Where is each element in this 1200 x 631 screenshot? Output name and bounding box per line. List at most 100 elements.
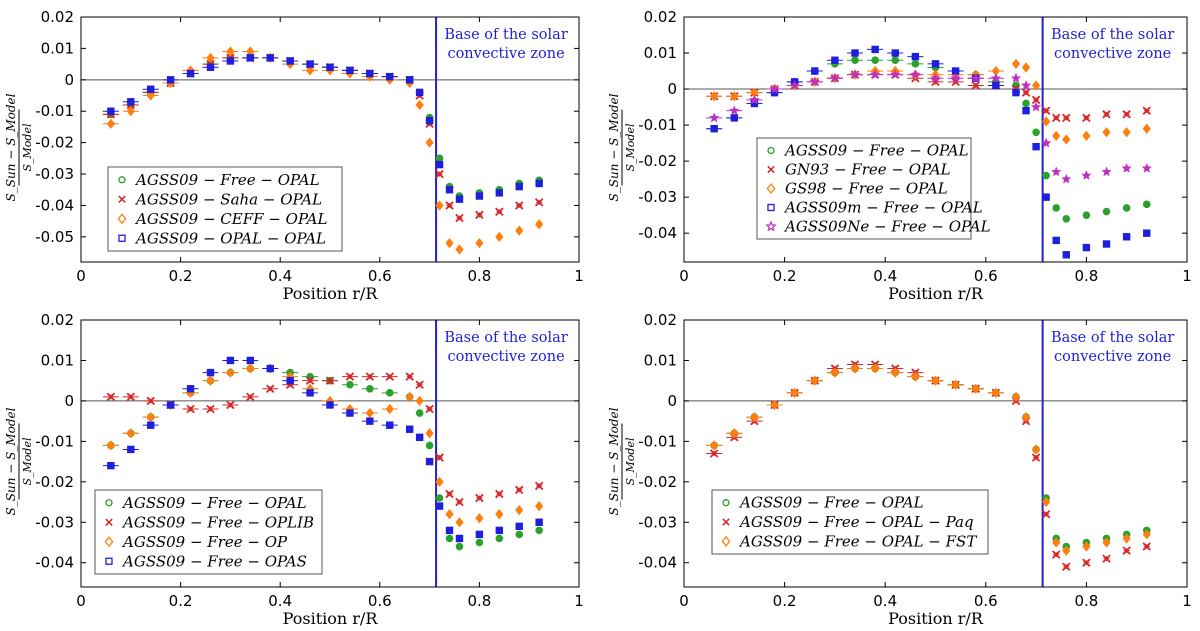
bcz-annotation-line2: convective zone — [447, 46, 564, 62]
legend-label: AGSS09Ne − Free − OPAL — [783, 218, 991, 236]
data-point — [1062, 251, 1070, 259]
data-point — [415, 433, 424, 442]
data-point — [405, 76, 414, 84]
data-point — [346, 380, 354, 389]
data-point — [1010, 72, 1022, 83]
data-point — [1102, 240, 1111, 248]
data-point — [1051, 113, 1061, 123]
y-axis-label-numerator: S_Sun − S_Model — [607, 93, 621, 201]
legend-label: AGSS09 − Free − OPAL — [134, 171, 320, 189]
data-point — [106, 118, 115, 129]
data-point — [730, 91, 739, 102]
data-point — [435, 502, 444, 510]
plot-frame — [80, 319, 580, 588]
y-axis-label-numerator: S_Sun − S_Model — [4, 407, 18, 515]
data-point — [1082, 541, 1091, 552]
data-point — [1031, 453, 1041, 462]
data-point — [385, 389, 394, 397]
data-point — [535, 518, 543, 526]
data-point — [415, 380, 424, 389]
data-point — [106, 440, 115, 451]
data-point — [425, 137, 434, 148]
data-point — [415, 409, 424, 417]
plot-frame — [683, 16, 1188, 263]
data-point — [206, 368, 215, 377]
data-point — [445, 509, 454, 520]
data-point — [535, 500, 544, 512]
data-point — [365, 372, 375, 381]
x-tick-label: 0 — [76, 267, 86, 285]
data-point — [246, 54, 255, 62]
y-tick-label: -0.01 — [35, 102, 74, 120]
data-point — [1082, 243, 1091, 252]
x-axis-label: Position r/R — [888, 284, 984, 303]
y-axis-label: S_Sun − S_Model S_Model — [607, 93, 637, 201]
data-point — [206, 63, 215, 71]
data-point — [246, 392, 255, 402]
data-point — [425, 457, 434, 466]
y-tick-label: -0.04 — [638, 224, 677, 242]
legend-marker — [767, 203, 775, 212]
data-point — [1021, 88, 1031, 97]
y-tick-label: 0 — [64, 71, 74, 89]
x-tick-label: 1 — [1182, 267, 1192, 285]
legend-marker — [105, 518, 113, 526]
data-point — [206, 375, 215, 386]
data-point — [1062, 545, 1071, 556]
data-point — [871, 363, 880, 374]
data-point — [1142, 200, 1151, 209]
data-point — [515, 522, 523, 531]
data-point — [405, 425, 414, 433]
data-point — [415, 99, 424, 111]
y-tick-label: 0.02 — [41, 311, 74, 329]
x-tick-label: 0.2 — [773, 592, 797, 610]
y-tick-label: -0.04 — [35, 554, 74, 572]
data-point — [166, 401, 175, 409]
data-point — [809, 76, 820, 87]
data-point — [386, 72, 394, 81]
data-point — [146, 90, 155, 101]
data-point — [789, 80, 800, 90]
data-point — [515, 504, 524, 516]
legend-marker — [118, 176, 126, 184]
y-tick-label: -0.01 — [638, 116, 677, 134]
y-tick-label: -0.02 — [35, 134, 74, 152]
data-point — [226, 367, 235, 378]
data-point — [445, 534, 454, 543]
legend-label: AGSS09 − Free − OPAL − FST — [738, 532, 977, 550]
chart-panel-2: 0 0.2 0.4 0.6 0.8 1 0.02 0.01 0 -0.01 -0.02 -0.03 -0… — [607, 8, 1192, 303]
data-point — [366, 384, 374, 393]
data-point — [1062, 214, 1071, 223]
y-tick-label: -0.03 — [35, 513, 74, 531]
bcz-annotation-line2: convective zone — [1054, 46, 1171, 62]
data-point — [455, 517, 464, 528]
data-point — [415, 88, 424, 97]
legend-marker — [117, 213, 127, 225]
data-point — [851, 56, 859, 65]
data-point — [305, 376, 315, 385]
data-point — [950, 72, 961, 83]
data-point — [749, 94, 760, 105]
data-point — [266, 54, 274, 62]
data-point — [990, 72, 1002, 83]
data-point — [1031, 95, 1041, 105]
data-point — [385, 403, 394, 415]
data-point — [206, 52, 215, 63]
bcz-annotation-line1: Base of the solar — [444, 27, 567, 43]
legend-label: AGSS09 − Free − OPAL — [783, 142, 969, 160]
data-point — [495, 189, 504, 197]
data-point — [1061, 173, 1072, 184]
y-tick-label: -0.02 — [35, 473, 74, 491]
data-point — [1082, 113, 1091, 123]
data-point — [266, 384, 275, 394]
data-point — [435, 169, 444, 179]
data-point — [107, 107, 115, 115]
data-point — [106, 392, 116, 402]
data-point — [495, 526, 504, 535]
legend-label: AGSS09 − CEFF − OPAL — [134, 210, 327, 228]
data-point — [709, 449, 719, 458]
x-tick-label: 0.6 — [974, 592, 998, 610]
data-point — [455, 534, 464, 543]
